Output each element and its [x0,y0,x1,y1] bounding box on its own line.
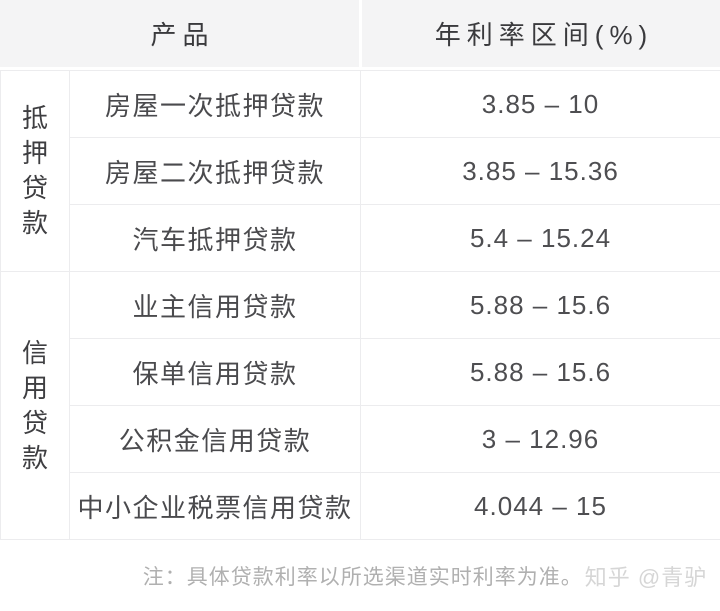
group-label-vertical: 抵押贷款 [21,103,48,238]
rate-cell: 4.044 – 15 [360,472,720,540]
group-cell-mortgage-loans: 抵押贷款 [0,70,70,272]
product-cell: 中小企业税票信用贷款 [69,472,361,540]
rate-cell: 3.85 – 10 [360,70,720,138]
table-header: 产品 年利率区间(%) [0,0,720,67]
product-cell: 汽车抵押贷款 [69,204,361,272]
rate-cell: 3 – 12.96 [360,405,720,473]
rate-cell: 3.85 – 15.36 [360,137,720,205]
loan-rates-table: 抵押贷款 房屋一次抵押贷款 3.85 – 10 房屋二次抵押贷款 3.85 – … [0,70,720,540]
product-cell: 保单信用贷款 [69,338,361,406]
product-cell: 业主信用贷款 [69,271,361,339]
header-product-column: 产品 [0,0,359,67]
table-row: 公积金信用贷款 3 – 12.96 [1,405,720,473]
header-rate-column: 年利率区间(%) [362,0,720,67]
table-row: 抵押贷款 房屋一次抵押贷款 3.85 – 10 [0,70,720,272]
footnote-text: 注：具体贷款利率以所选渠道实时利率为准。 [142,565,583,589]
group-label-vertical: 信用贷款 [21,337,48,473]
table-row: 房屋二次抵押贷款 3.85 – 15.36 [1,137,720,205]
footnote-row: 注：具体贷款利率以所选渠道实时利率为准。 知乎 @青驴 [0,540,720,611]
product-cell: 房屋二次抵押贷款 [69,137,361,205]
zhihu-watermark: 知乎 @青驴 [584,564,708,590]
group-cell-credit-loans: 信用贷款 [0,271,70,540]
rate-cell: 5.88 – 15.6 [360,338,720,406]
table-row: 汽车抵押贷款 5.4 – 15.24 [1,204,720,272]
table-row: 中小企业税票信用贷款 4.044 – 15 [1,472,720,540]
rate-cell: 5.88 – 15.6 [360,271,720,339]
table-row: 保单信用贷款 5.88 – 15.6 [1,338,720,406]
product-cell: 公积金信用贷款 [69,405,361,473]
table-row: 信用贷款 业主信用贷款 5.88 – 15.6 [0,271,720,540]
product-cell: 房屋一次抵押贷款 [69,70,361,138]
rate-cell: 5.4 – 15.24 [360,204,720,272]
